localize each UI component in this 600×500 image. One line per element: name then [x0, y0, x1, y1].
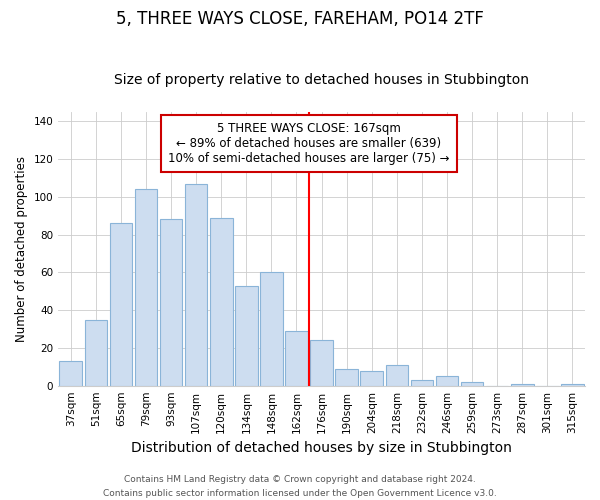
Bar [134, 189, 157, 386]
Title: Size of property relative to detached houses in Stubbington: Size of property relative to detached ho… [114, 73, 529, 87]
Bar [110, 223, 132, 386]
Text: Contains HM Land Registry data © Crown copyright and database right 2024.
Contai: Contains HM Land Registry data © Crown c… [103, 476, 497, 498]
Bar [511, 384, 533, 386]
Bar [59, 361, 82, 386]
Bar [361, 370, 383, 386]
Bar [410, 380, 433, 386]
Y-axis label: Number of detached properties: Number of detached properties [15, 156, 28, 342]
X-axis label: Distribution of detached houses by size in Stubbington: Distribution of detached houses by size … [131, 441, 512, 455]
Bar [85, 320, 107, 386]
Bar [335, 368, 358, 386]
Bar [310, 340, 333, 386]
Bar [235, 286, 257, 386]
Bar [561, 384, 584, 386]
Bar [260, 272, 283, 386]
Bar [386, 365, 408, 386]
Bar [436, 376, 458, 386]
Text: 5 THREE WAYS CLOSE: 167sqm
← 89% of detached houses are smaller (639)
10% of sem: 5 THREE WAYS CLOSE: 167sqm ← 89% of deta… [168, 122, 450, 166]
Bar [210, 218, 233, 386]
Bar [185, 184, 208, 386]
Bar [285, 331, 308, 386]
Bar [461, 382, 484, 386]
Bar [160, 220, 182, 386]
Text: 5, THREE WAYS CLOSE, FAREHAM, PO14 2TF: 5, THREE WAYS CLOSE, FAREHAM, PO14 2TF [116, 10, 484, 28]
